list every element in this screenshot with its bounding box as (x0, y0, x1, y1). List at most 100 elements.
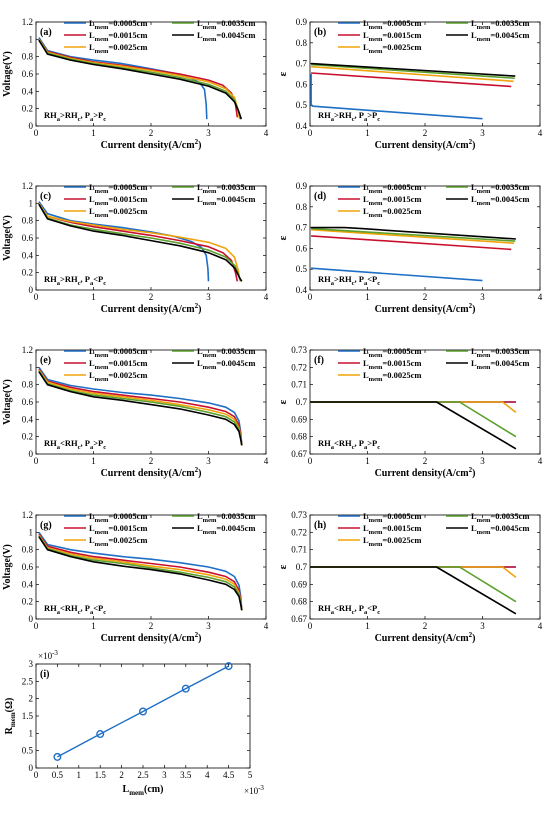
y-axis-label: ε (277, 71, 289, 76)
y-tick-label: 0.69 (291, 579, 307, 589)
legend-entry: Lmem=0.0005cm (363, 18, 421, 31)
y-tick-label: 0.4 (22, 414, 34, 424)
y-tick-label: 0.4 (22, 86, 34, 96)
y-tick-label: 2 (29, 694, 34, 704)
legend-entry: Lmem=0.0005cm (363, 511, 421, 524)
x-axis-label: Current density(A/cm2) (101, 138, 202, 151)
legend-entry: Lmem=0.0035cm (197, 346, 255, 359)
legend-entry: Lmem=0.0015cm (363, 358, 421, 371)
x-tick-label: 3 (206, 128, 211, 138)
legend-entry: Lmem=0.0035cm (471, 18, 529, 31)
legend-entry: Lmem=0.0005cm (89, 346, 147, 359)
legend-entry: Lmem=0.0005cm (89, 511, 147, 524)
series-line-4 (38, 371, 243, 446)
y-tick-label: 0.6 (22, 233, 34, 243)
y-tick-label: 0.8 (22, 545, 34, 555)
x-tick-label: 1 (91, 621, 96, 631)
y-tick-label: 1.2 (22, 17, 33, 27)
x-tick-label: 1.5 (95, 770, 107, 780)
panel-label: (e) (40, 355, 51, 366)
panel-label: (c) (40, 191, 51, 202)
series-line-4 (310, 566, 517, 615)
x-tick-label: 4 (264, 292, 269, 302)
series-line-4 (38, 536, 243, 611)
series-line-2 (38, 38, 241, 120)
y-tick-label: 0.73 (291, 510, 307, 520)
series-line-4 (38, 203, 243, 282)
x-tick-label: 4 (538, 621, 543, 631)
legend-entry: Lmem=0.0045cm (197, 358, 255, 371)
series-line-3 (38, 535, 243, 611)
x-tick-label: 0 (34, 770, 39, 780)
y-tick-label: 0.6 (22, 69, 34, 79)
panel-c: 0 1 2 3 4 0 0.2 0.4 0.6 0.8 1 1.2 (c) Current density… (2, 181, 269, 315)
x-tick-label: 0 (308, 621, 313, 631)
x-axis-label: Lmem(cm) (123, 784, 164, 797)
x-tick-label: 1 (91, 456, 96, 466)
legend-entry: Lmem=0.0015cm (363, 523, 421, 536)
y-tick-label: 0.8 (22, 380, 34, 390)
y-tick-label: 0.4 (22, 250, 34, 260)
series-line-1 (38, 368, 243, 446)
legend-entry: Lmem=0.0015cm (89, 30, 147, 43)
x-axis-label: Current density(A/cm2) (101, 466, 202, 479)
series-line-2 (38, 369, 243, 446)
x-tick-label: 2.5 (137, 770, 149, 780)
x-tick-label: 1 (365, 456, 370, 466)
legend-entry: Lmem=0.0025cm (363, 370, 421, 383)
x-tick-label: 2 (149, 456, 154, 466)
panel-a: 0 1 2 3 4 0 0.2 0.4 0.6 0.8 1 1.2 (a) Current density… (2, 17, 269, 151)
x-axis-label: Current density(A/cm2) (375, 631, 476, 644)
y-tick-label: 0.8 (22, 216, 34, 226)
x-tick-label: 2 (423, 456, 428, 466)
x-tick-label: 5 (248, 770, 253, 780)
y-tick-label: 1.5 (22, 711, 34, 721)
x-tick-label: 4 (264, 456, 269, 466)
data-point (224, 662, 233, 671)
legend-entry: Lmem=0.0015cm (363, 30, 421, 43)
axes-frame (35, 663, 251, 769)
y-tick-label: 0.72 (291, 362, 307, 372)
y-tick-label: 0.7 (296, 397, 308, 407)
y-tick-label: 0.6 (296, 79, 308, 89)
y-tick-label: 0.5 (22, 746, 34, 756)
panel-f: 0 1 2 3 4 0.67 0.68 0.69 0.7 0.71 0.72 0.73 (f) Curre… (277, 345, 543, 479)
x-tick-label: 3 (480, 456, 485, 466)
y-tick-label: 1.2 (22, 181, 33, 191)
legend-entry: Lmem=0.0015cm (89, 194, 147, 207)
series-line-1 (311, 72, 512, 88)
y-tick-label: 0.6 (22, 562, 34, 572)
legend-entry: Lmem=0.0035cm (197, 182, 255, 195)
x-axis-label: Current density(A/cm2) (375, 302, 476, 315)
x-tick-label: 4 (264, 128, 269, 138)
series-line-0 (38, 531, 243, 611)
x-tick-label: 0 (34, 456, 39, 466)
condition-label: RHa>RHc, Pa>Pc (318, 110, 380, 123)
panel-label: (i) (40, 669, 49, 680)
y-tick-label: 0.2 (22, 104, 33, 114)
x-tick-label: 2 (149, 128, 154, 138)
x-tick-label: 0 (34, 621, 39, 631)
condition-label: RHa>RHc, Pa>Pc (44, 110, 106, 123)
y-tick-label: 2.5 (22, 676, 34, 686)
y-tick-label: 1 (29, 527, 34, 537)
series-line-4 (38, 39, 243, 120)
x-tick-label: 4 (538, 128, 543, 138)
y-tick-label: 0.7 (296, 562, 308, 572)
condition-label: RHa>RHc, Pa<Pc (318, 274, 380, 287)
x-tick-label: 3 (206, 456, 211, 466)
panel-g: 0 1 2 3 4 0 0.2 0.4 0.6 0.8 1 1.2 (g) Current density… (2, 510, 269, 644)
x-tick-label: 4 (538, 292, 543, 302)
y-axis-label: Voltage(V) (2, 215, 13, 261)
legend-entry: Lmem=0.0045cm (471, 194, 529, 207)
legend-entry: Lmem=0.0035cm (197, 511, 255, 524)
y-tick-label: 0.6 (22, 397, 34, 407)
series-line-3 (38, 203, 243, 282)
y-tick-label: 3 (29, 659, 34, 669)
y-axis-label: ε (277, 564, 289, 569)
y-tick-label: 0.4 (296, 121, 308, 131)
legend-entry: Lmem=0.0045cm (197, 523, 255, 536)
